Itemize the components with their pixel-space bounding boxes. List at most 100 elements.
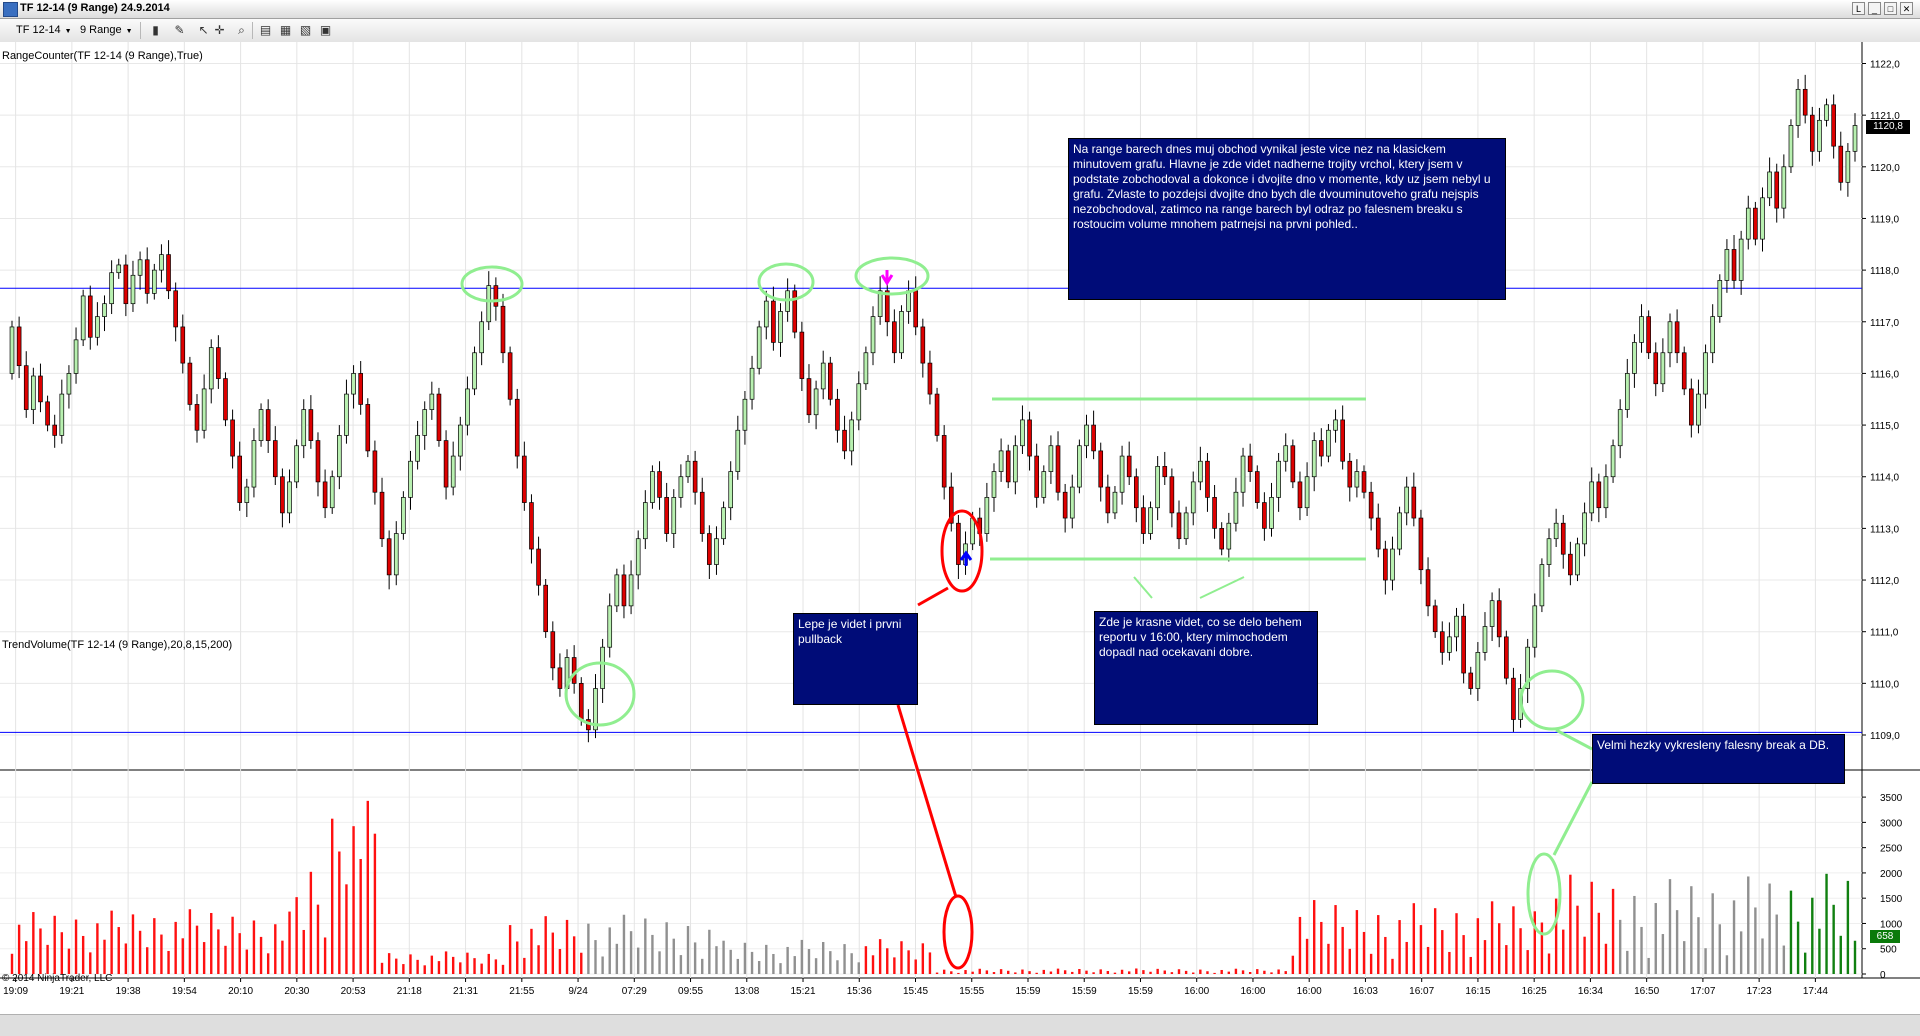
candle-down [1774,171,1780,209]
candle-up [1745,207,1751,240]
candle-up [1710,316,1715,354]
volume-bar [757,961,761,974]
candle-up [1696,393,1701,426]
volume-bar [89,952,92,974]
drawing-pencil-icon[interactable]: ✎ [174,23,185,37]
crosshair-icon[interactable]: ✛ [214,23,225,37]
properties-icon[interactable]: ▤ [259,23,272,37]
link-button[interactable]: L [1852,2,1865,15]
maximize-button[interactable]: □ [1884,2,1897,15]
candle-up [201,388,207,431]
data-box-icon[interactable]: ▣ [319,23,332,37]
volume-bar [174,921,177,974]
candle-down [571,657,577,684]
volume-bar [210,912,213,974]
volume-bar [1505,945,1508,974]
annotation-false-break[interactable]: Velmi hezky vykresleny falesny break a D… [1592,734,1845,784]
volume-bar [594,940,597,974]
candle-down [1689,388,1694,426]
volume-bar [722,940,725,974]
minimize-button[interactable]: _ [1868,2,1881,15]
candle-up [1304,476,1310,509]
volume-bar [1462,935,1465,974]
volume-bar [978,968,981,974]
candle-down [1205,460,1210,498]
candle-up [1767,171,1772,199]
candle-up [1048,445,1054,472]
indicators-icon[interactable]: ▦ [279,23,292,37]
close-button[interactable]: ✕ [1900,2,1913,15]
volume-bar [1697,917,1700,974]
strategies-icon[interactable]: ▧ [299,23,312,37]
volume-bar [622,914,626,974]
candle-up [1233,491,1239,524]
volume-bar [131,914,135,974]
volume-bar [1035,972,1038,974]
candle-up [1603,476,1609,509]
annotation-report[interactable]: Zde je krasne videt, co se delo behem re… [1094,611,1318,725]
volume-bar [1690,886,1693,974]
instrument-selector[interactable]: TF 12-14 ▼ [14,23,74,38]
time-tick-label: 13:08 [734,986,759,997]
period-selector[interactable]: 9 Range ▼ [78,23,135,38]
candle-up [1404,486,1410,514]
candle-up [714,538,719,565]
volume-bar [1085,970,1088,974]
volume-bar [1192,972,1195,974]
volume-panel-indicator-label: TrendVolume(TF 12-14 (9 Range),20,8,15,2… [2,639,233,651]
candle-up [95,316,100,338]
candle-down [543,584,548,633]
candle-up [1760,197,1765,240]
cursor-arrow-icon[interactable]: ↖ [198,23,209,37]
volume-bar [1761,938,1764,974]
candle-up [1326,429,1331,457]
candle-down [1731,249,1737,281]
annotation-pullback[interactable]: Lepe je videt i prvni pullback [793,613,918,705]
candle-up [66,373,72,395]
volume-bar [25,941,28,974]
volume-bar [900,941,903,974]
candle-down [1674,321,1680,354]
candle-up [1539,564,1545,607]
volume-bar [1049,971,1053,974]
candle-down [1133,476,1139,509]
red-pointer-line [917,586,949,607]
candle-up [80,295,86,341]
volume-bar [323,937,327,974]
candle-up [450,455,456,488]
volume-bar [1633,895,1636,974]
volume-bar [942,969,946,974]
chart-canvas[interactable]: 1109,0 1110,0 1111,0 1112,0 1113,0 1114,0 1115… [0,42,1920,1014]
volume-bar [516,941,519,974]
volume-bar [1398,920,1401,974]
zoom-icon[interactable]: ⌕ [238,23,245,37]
volume-bar [1732,900,1736,974]
price-tick-label: 1120,0 [1870,163,1900,174]
candle-up [671,497,677,534]
candlestick-style-icon[interactable]: ▮ [152,23,159,37]
candle-up [344,393,349,436]
candle-up [899,311,904,354]
candle-down [1496,600,1502,638]
annotation-main[interactable]: Na range barech dnes muj obchod vynikal … [1068,138,1506,300]
candle-down [1262,502,1267,529]
candle-down [806,378,812,416]
candle-down [1027,419,1032,457]
candle-down [1319,440,1324,457]
volume-bar [829,951,832,974]
volume-bar [1433,908,1437,974]
volume-bar [416,959,419,974]
red-highlight-ellipse [940,509,984,593]
candle-down [941,435,947,488]
volume-bar [1611,888,1615,974]
chart-area[interactable]: 1109,0 1110,0 1111,0 1112,0 1113,0 1114,0 1115… [0,42,1920,1035]
volume-bar [459,962,462,974]
horizontal-scrollbar[interactable] [0,1014,1920,1036]
volume-bar [779,963,782,974]
time-tick-label: 16:00 [1297,986,1322,997]
time-tick-label: 19:09 [3,986,28,997]
candle-down [16,326,22,367]
volume-bar [850,953,853,974]
candle-up [1582,512,1587,545]
candle-up [251,440,257,488]
